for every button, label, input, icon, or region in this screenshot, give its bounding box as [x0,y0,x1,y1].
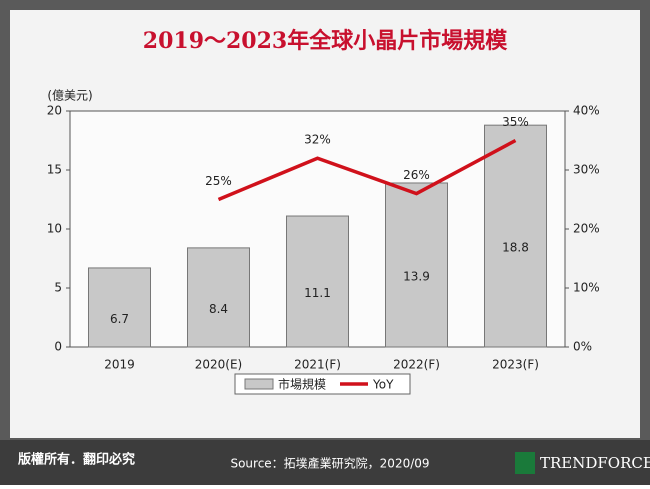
y2-tick-label: 30% [573,163,600,177]
line-value-label: 26% [403,168,430,182]
line [217,138,517,202]
bar [187,247,250,348]
y-tick-label: 10 [47,222,62,236]
legend-swatch [244,378,274,390]
y2-tick-label: 40% [573,104,600,118]
y-tick-label: 0 [54,340,62,354]
bar-value-label: 8.4 [209,302,228,316]
y2-tick-label: 0% [573,340,592,354]
x-tick-label: 2021(F) [294,358,341,372]
bar-value-label: 11.1 [304,286,331,300]
y-tick-label: 5 [54,281,62,295]
chart-title: 2019～2023年全球小晶片市場規模 [143,28,508,54]
y2-tick-label: 20% [573,222,600,236]
y-tick-label: 20 [47,104,62,118]
x-tick-label: 2023(F) [492,358,539,372]
line-value-label: 35% [502,115,529,129]
legend [234,373,411,395]
x-tick-label: 2019 [104,358,135,372]
logo: TRENDFORCE [540,454,650,472]
bar-value-label: 6.7 [110,312,129,326]
y-tick-label: 15 [47,163,62,177]
footer-bar [0,440,650,485]
legend-label: 市場規模 [278,377,326,392]
legend-label: YoY [372,378,394,392]
logo-icon [515,452,535,474]
y-axis-label: (億美元) [47,89,92,103]
line-value-label: 32% [304,133,331,147]
x-tick-label: 2022(F) [393,358,440,372]
x-tick-label: 2020(E) [195,358,242,372]
bar [286,215,349,348]
bar-value-label: 18.8 [502,241,529,255]
y2-tick-label: 10% [573,281,600,295]
rights: 版權所有．翻印必究 [18,452,135,468]
bar [484,124,547,348]
bar-value-label: 13.9 [403,269,430,283]
line-value-label: 25% [205,174,232,188]
bar [88,267,151,348]
bar [385,182,448,348]
source: Source：拓墣產業研究院，2020/09 [230,456,429,471]
